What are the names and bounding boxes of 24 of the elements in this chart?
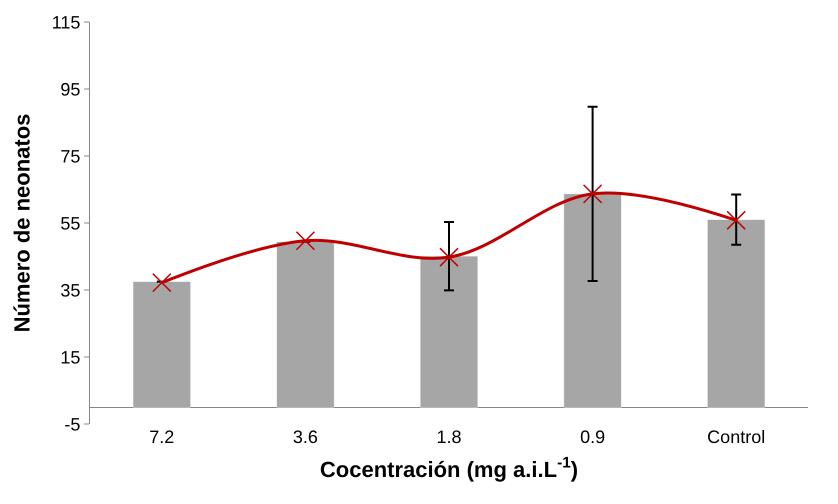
x-tick-label: 3.6 [292,427,318,447]
y-tick-label: 75 [60,146,80,166]
y-tick-label: -5 [64,414,80,434]
bar [564,194,622,408]
x-tick-label: 0.9 [580,427,606,447]
bar [707,219,766,408]
y-tick-label: 55 [60,213,80,234]
x-tick-label: Control [707,427,766,447]
bar [420,256,478,408]
y-tick-label: 95 [60,79,80,100]
point [152,272,172,292]
y-tick-label: 115 [52,12,80,32]
x-tick-label: 1.8 [436,427,462,447]
y-tick-label: 15 [60,347,80,368]
bar [276,242,334,408]
y-axis-title: Número de neonatos [9,114,34,332]
x-axis-title: Cocentración (mg a.i.L$^{-1}$) [320,454,578,482]
point [582,184,602,204]
y-tick-label: 35 [60,280,80,300]
bar [132,281,191,408]
point [726,210,746,230]
point [439,247,459,267]
point [296,231,316,251]
x-tick-label: 7.2 [149,427,174,447]
